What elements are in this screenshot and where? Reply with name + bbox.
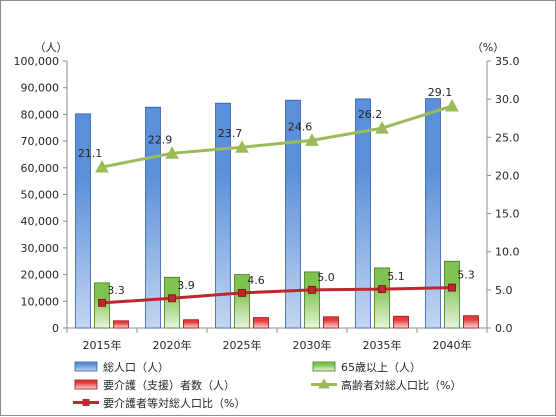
bar-series3-2040年 bbox=[463, 315, 479, 329]
legend-swatch-series2 bbox=[312, 361, 336, 372]
legend-label: 要介護（支援）者数（人） bbox=[103, 378, 235, 392]
line-series1-point bbox=[375, 121, 389, 134]
bar-series1-2025年 bbox=[215, 102, 231, 329]
data-label: 3.3 bbox=[107, 284, 125, 297]
data-label: 21.1 bbox=[78, 147, 103, 160]
line-series1-point bbox=[95, 159, 109, 173]
line-series2-point bbox=[168, 294, 176, 303]
right-tick-label: 35.0 bbox=[495, 55, 520, 68]
bar-series3-2035年 bbox=[393, 315, 409, 329]
bar-series2-2040年 bbox=[444, 260, 460, 329]
line-series1-point bbox=[165, 146, 179, 159]
left-tick-label: 60,000 bbox=[21, 162, 60, 175]
left-tick-label: 30,000 bbox=[21, 242, 60, 255]
line-series2-point bbox=[98, 298, 106, 307]
right-tick-label: 0.0 bbox=[495, 322, 513, 335]
legend-label: 65歳以上（人） bbox=[341, 361, 421, 374]
legend-marker bbox=[82, 399, 90, 406]
data-label: 22.9 bbox=[148, 133, 173, 146]
bar-series3-2025年 bbox=[253, 317, 269, 329]
right-tick-label: 30.0 bbox=[495, 93, 520, 106]
bar-series1-2035年 bbox=[355, 98, 371, 329]
right-tick-label: 10.0 bbox=[495, 246, 520, 259]
data-label: 24.6 bbox=[288, 120, 313, 133]
x-tick-label: 2035年 bbox=[363, 338, 402, 352]
left-axis-unit: （人） bbox=[35, 41, 68, 54]
bar-series2-2020年 bbox=[164, 276, 180, 329]
line-series2 bbox=[101, 286, 453, 305]
right-axis-unit: （%） bbox=[472, 41, 504, 54]
legend-marker bbox=[318, 378, 330, 389]
left-tick-label: 80,000 bbox=[21, 108, 60, 121]
left-tick-label: 0 bbox=[52, 322, 59, 335]
data-label: 5.3 bbox=[457, 269, 475, 282]
line-series2-point bbox=[378, 285, 386, 293]
bar-series3-2015年 bbox=[113, 320, 129, 329]
line-series1-point bbox=[445, 98, 459, 112]
legend-label: 総人口（人） bbox=[103, 360, 169, 374]
x-tick-label: 2020年 bbox=[153, 338, 192, 352]
bar-series2-2025年 bbox=[234, 274, 250, 329]
bar-series1-2015年 bbox=[75, 113, 91, 329]
data-label: 29.1 bbox=[428, 86, 453, 99]
line-series1 bbox=[101, 104, 453, 169]
data-label: 5.0 bbox=[317, 271, 335, 284]
right-tick-label: 15.0 bbox=[495, 208, 520, 221]
x-tick-label: 2015年 bbox=[83, 338, 122, 352]
x-tick-label: 2030年 bbox=[293, 338, 332, 352]
legend-label: 高齢者対総人口比（%） bbox=[341, 378, 461, 392]
bar-series2-2035年 bbox=[374, 267, 390, 329]
left-tick-label: 20,000 bbox=[21, 269, 60, 282]
line-series2-point bbox=[308, 285, 316, 294]
left-tick-label: 100,000 bbox=[14, 55, 60, 68]
bar-series3-2020年 bbox=[183, 319, 199, 329]
line-series1-point bbox=[305, 133, 319, 146]
left-tick-label: 50,000 bbox=[21, 189, 60, 202]
bar-series1-2040年 bbox=[425, 98, 441, 329]
bar-series3-2030年 bbox=[323, 316, 339, 329]
legend-swatch-series3 bbox=[74, 379, 98, 390]
x-tick-label: 2040年 bbox=[433, 338, 472, 352]
left-tick-label: 40,000 bbox=[21, 215, 60, 228]
data-label: 5.1 bbox=[387, 270, 405, 283]
line-series2-point bbox=[238, 289, 246, 297]
left-tick-label: 90,000 bbox=[21, 82, 60, 95]
x-tick-label: 2025年 bbox=[223, 338, 262, 352]
legend-label: 要介護者等対総人口比（%） bbox=[103, 396, 245, 410]
data-label: 26.2 bbox=[358, 108, 383, 121]
line-series1-point bbox=[235, 140, 249, 153]
left-tick-label: 70,000 bbox=[21, 135, 60, 148]
left-tick-label: 10,000 bbox=[21, 295, 60, 308]
right-tick-label: 20.0 bbox=[495, 169, 520, 182]
line-series2-point bbox=[448, 283, 456, 292]
right-tick-label: 5.0 bbox=[495, 284, 513, 297]
bar-series1-2030年 bbox=[285, 99, 301, 329]
data-label: 3.9 bbox=[177, 279, 195, 292]
bar-series2-2030年 bbox=[304, 271, 320, 329]
data-label: 4.6 bbox=[247, 274, 265, 287]
bar-series1-2020年 bbox=[145, 106, 161, 329]
right-tick-label: 25.0 bbox=[495, 131, 520, 144]
data-label: 23.7 bbox=[218, 127, 243, 140]
legend-swatch-series1 bbox=[74, 361, 98, 372]
